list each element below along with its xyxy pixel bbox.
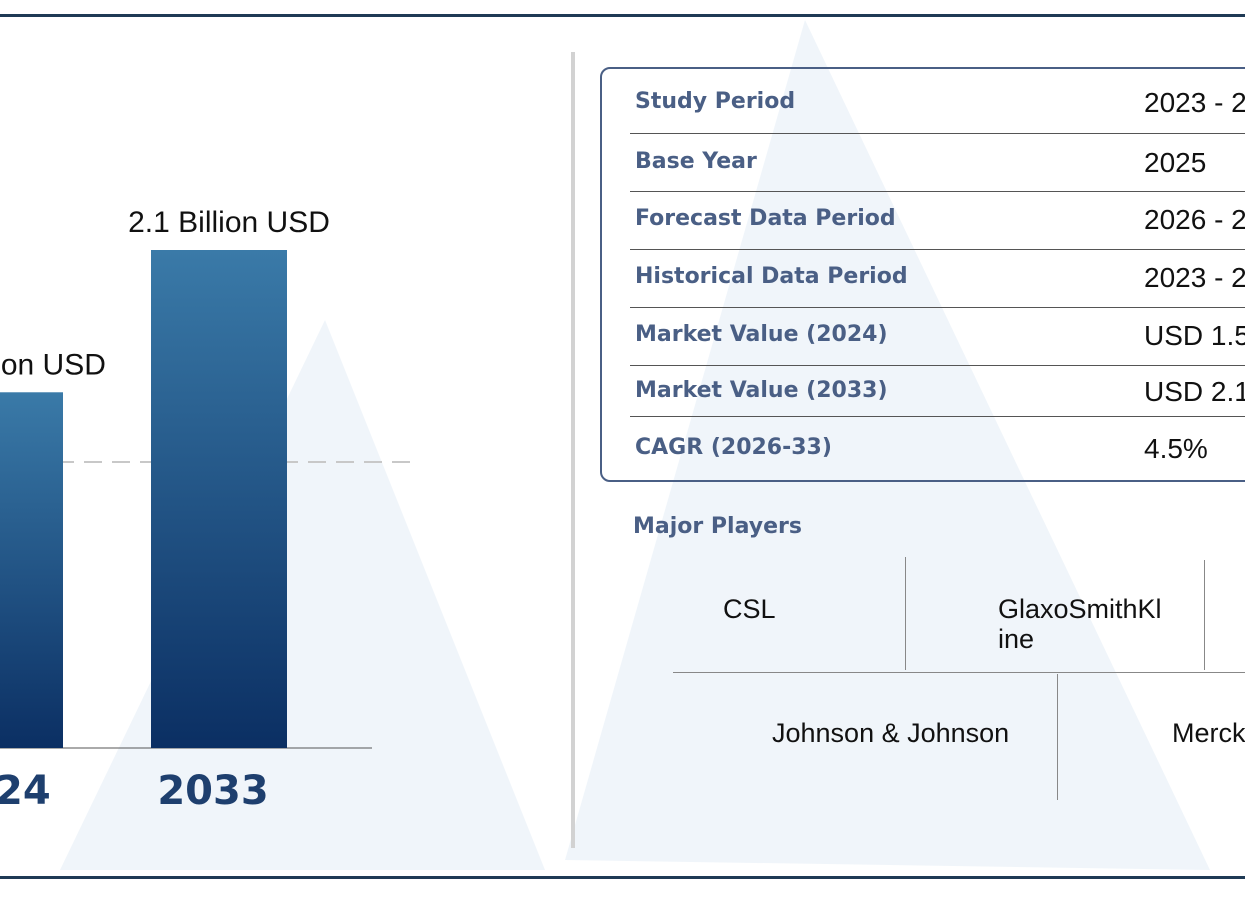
row-value: 2023 - 2	[1144, 262, 1245, 293]
category-label-2033: 2033	[157, 768, 268, 814]
row-value: USD 1.5	[1144, 320, 1245, 351]
row-label: Market Value (2033)	[635, 378, 888, 403]
player-csl: CSL	[723, 594, 776, 624]
value-label-2033: 2.1 Billion USD	[128, 206, 330, 239]
row-label: CAGR (2026-33)	[635, 435, 832, 460]
row-separator	[630, 307, 1245, 308]
value-label-2024: 1.5 Billion USD	[0, 348, 106, 381]
row-label: Market Value (2024)	[635, 322, 888, 347]
row-value: USD 2.1	[1144, 376, 1245, 407]
section-divider	[571, 52, 575, 848]
players-row-separator	[673, 672, 1245, 673]
row-separator	[630, 416, 1245, 417]
bottom-border-line	[0, 876, 1245, 879]
row-separator	[630, 249, 1245, 250]
player-merck: Merck	[1172, 718, 1245, 748]
bar-2024	[0, 392, 63, 748]
row-separator	[630, 191, 1245, 192]
player-divider	[905, 557, 906, 670]
category-label-2024: 2024	[0, 768, 51, 814]
bar-2033	[151, 250, 287, 748]
market-summary-box	[600, 67, 1245, 482]
row-separator	[630, 133, 1245, 134]
player-glaxosmithkline: GlaxoSmithKl ine	[998, 594, 1162, 654]
row-label: Forecast Data Period	[635, 206, 896, 231]
row-value: 4.5%	[1144, 433, 1208, 464]
row-value: 2026 - 2	[1144, 204, 1245, 235]
row-value: 2025	[1144, 147, 1207, 178]
top-border-line	[0, 14, 1245, 17]
player-divider	[1057, 674, 1058, 800]
major-players-title: Major Players	[633, 514, 802, 539]
row-label: Historical Data Period	[635, 264, 908, 289]
player-johnson-and-johnson: Johnson & Johnson	[772, 718, 1010, 748]
row-separator	[630, 365, 1245, 366]
player-divider	[1204, 560, 1205, 670]
bar-chart: 1.5 Billion USD 2024 2.1 Billion USD 2033	[0, 206, 410, 814]
row-label: Base Year	[635, 149, 757, 174]
row-value: 2023 - 2	[1144, 87, 1245, 118]
row-label: Study Period	[635, 89, 796, 114]
